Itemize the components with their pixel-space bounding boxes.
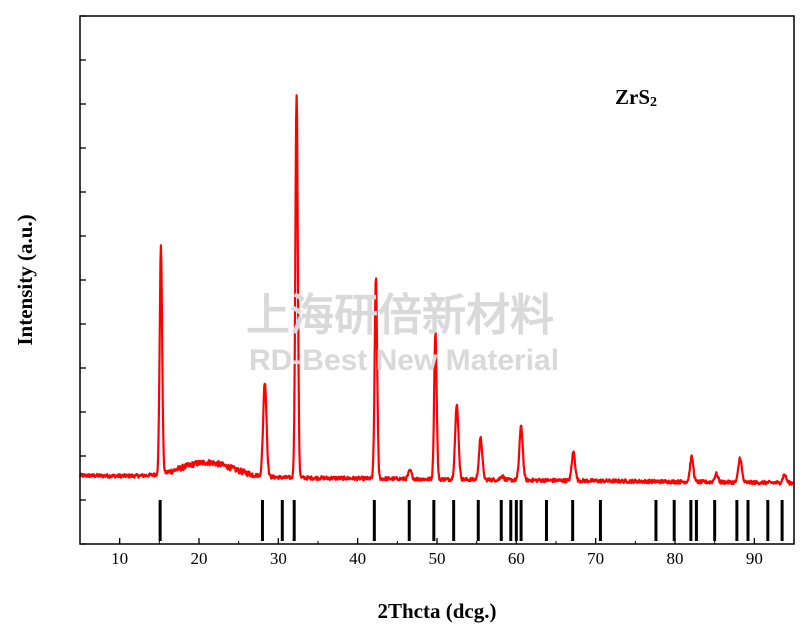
y-axis-title: Intensity (a.u.) [13,214,37,345]
x-tick-label: 70 [587,549,604,568]
reference-pattern-lines [158,500,784,541]
x-tick-label: 60 [508,549,525,568]
watermark-english: RD-Best New Material [249,344,559,377]
series-line [78,94,795,486]
x-tick-label: 30 [270,549,287,568]
x-tick-label: 20 [191,549,208,568]
watermark-chinese: 上海研倍新材料 [246,290,554,341]
x-tick-label: 50 [429,549,446,568]
x-tick-label: 40 [349,549,366,568]
x-tick-label: 10 [111,549,128,568]
x-tick-label: 90 [746,549,763,568]
phase-annotation: ZrS2 [615,85,657,110]
x-axis-ticks: 10 20 30 40 50 60 70 80 90 [79,538,795,568]
x-axis-title: 2Thcta (dcg.) [378,599,497,623]
y-axis-ticks [80,15,86,545]
x-tick-label: 80 [667,549,684,568]
